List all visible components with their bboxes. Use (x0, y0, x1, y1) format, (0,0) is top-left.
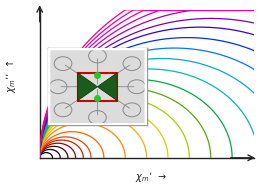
Text: $\chi_m$’’  ↑: $\chi_m$’’ ↑ (4, 60, 18, 93)
Text: $\chi_m$’  →: $\chi_m$’ → (135, 170, 167, 184)
